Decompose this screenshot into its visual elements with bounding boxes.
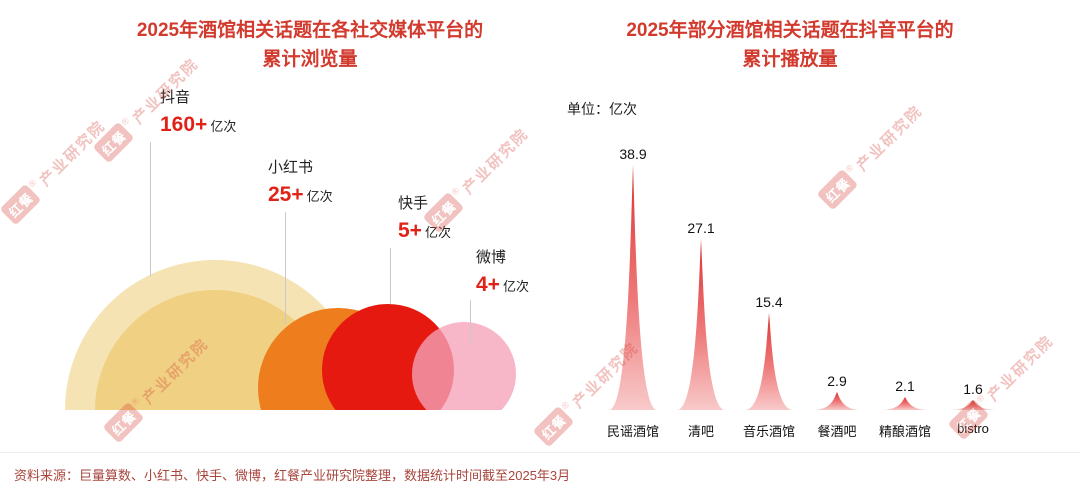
platform-unit: 亿次 xyxy=(210,119,237,134)
spike-labels-row: 民谣酒馆 清吧 音乐酒馆 餐酒吧 精酿酒馆 bistro xyxy=(599,421,1007,440)
spike-column: 15.4 xyxy=(735,294,803,410)
spike-category-label: 精酿酒馆 xyxy=(878,424,931,439)
platform-value: 5+ xyxy=(398,219,422,242)
leader-line-weibo xyxy=(470,300,471,344)
spike-value: 38.9 xyxy=(619,146,647,162)
spike-value: 1.6 xyxy=(963,381,983,397)
platform-name: 抖音 xyxy=(160,89,191,106)
source-text: 资料来源：巨量算数、小红书、快手、微博，红餐产业研究院整理，数据统计时间截至20… xyxy=(14,468,571,483)
spike-chart: 38.9 27.1 15.4 2.9 2.1 1.6 xyxy=(599,130,1007,410)
leader-line-douyin xyxy=(150,142,151,276)
spike-shape xyxy=(745,313,793,410)
spike-shape xyxy=(813,392,861,410)
spike-shape xyxy=(881,397,929,410)
platform-unit: 亿次 xyxy=(502,279,529,294)
platform-label-xiaohongshu: 小红书 25+ 亿次 xyxy=(268,156,333,207)
spike-value: 15.4 xyxy=(755,294,783,310)
spike-value: 2.1 xyxy=(895,378,915,394)
platform-label-kuaishou: 快手 5+ 亿次 xyxy=(398,192,451,243)
spike-category-label: 音乐酒馆 xyxy=(742,424,795,439)
platform-unit: 亿次 xyxy=(424,225,451,240)
bubble-weibo xyxy=(412,322,516,410)
spike-column: 38.9 xyxy=(599,146,667,410)
brand-badge: 红餐 xyxy=(532,405,575,448)
spike-shape xyxy=(677,239,725,410)
spike-column: 27.1 xyxy=(667,220,735,410)
right-chart-title-line2: 累计播放量 xyxy=(742,49,838,71)
bubble-stage xyxy=(0,0,560,410)
spike-shape xyxy=(609,165,657,410)
right-chart-title: 2025年部分酒馆相关话题在抖音平台的 累计播放量 xyxy=(560,16,1020,75)
spike-value: 27.1 xyxy=(687,220,715,236)
platform-name: 快手 xyxy=(398,195,429,212)
platform-name: 微博 xyxy=(476,249,507,266)
platform-name: 小红书 xyxy=(268,159,314,176)
left-chart-title-line2: 累计浏览量 xyxy=(262,49,358,71)
leader-line-xiaohongshu xyxy=(285,212,286,324)
platform-label-douyin: 抖音 160+ 亿次 xyxy=(160,86,236,137)
spike-column: 2.1 xyxy=(871,378,939,410)
spike-category-label: 清吧 xyxy=(687,424,714,439)
brand-reg: ® xyxy=(559,399,572,412)
platform-label-weibo: 微博 4+ 亿次 xyxy=(476,246,529,297)
spike-column: 2.9 xyxy=(803,373,871,410)
spike-column: 1.6 xyxy=(939,381,1007,410)
platform-value: 160+ xyxy=(160,113,208,136)
left-chart-title: 2025年酒馆相关话题在各社交媒体平台的 累计浏览量 xyxy=(40,16,580,75)
spike-category-label: 餐酒吧 xyxy=(817,424,857,439)
platform-value: 4+ xyxy=(476,273,500,296)
footer: 资料来源：巨量算数、小红书、快手、微博，红餐产业研究院整理，数据统计时间截至20… xyxy=(0,452,1080,484)
spike-value: 2.9 xyxy=(827,373,847,389)
platform-unit: 亿次 xyxy=(306,189,333,204)
spike-shape xyxy=(949,400,997,410)
right-chart-title-line1: 2025年部分酒馆相关话题在抖音平台的 xyxy=(626,20,954,41)
platform-value: 25+ xyxy=(268,183,304,206)
left-chart-title-line1: 2025年酒馆相关话题在各社交媒体平台的 xyxy=(136,20,484,41)
leader-line-kuaishou xyxy=(390,248,391,304)
unit-label: 单位：亿次 xyxy=(567,101,637,117)
spike-category-label: 民谣酒馆 xyxy=(606,424,659,439)
spike-category-label: bistro xyxy=(957,421,989,436)
